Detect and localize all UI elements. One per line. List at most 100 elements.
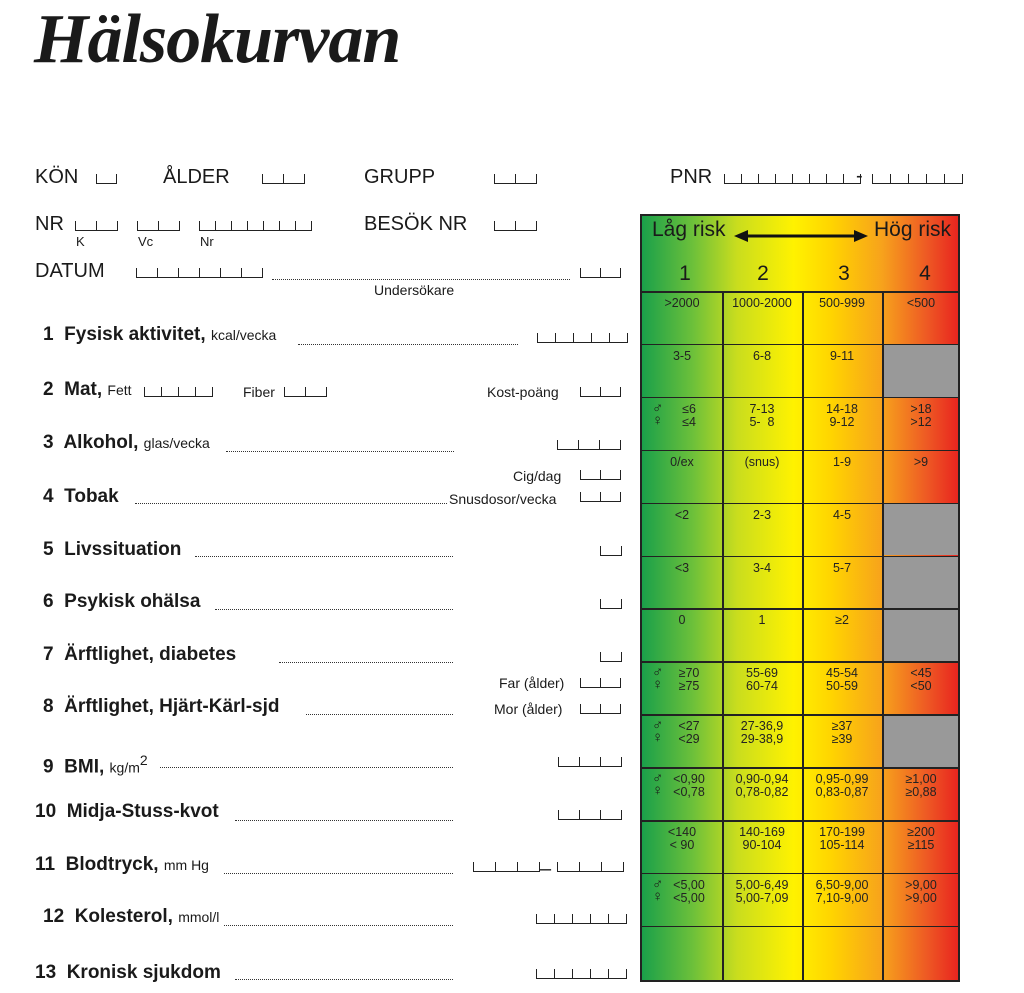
grid-cell-r10-c3: 0,95-0,99 0,83-0,87 [815, 772, 869, 800]
datum-label: DATUM [35, 260, 105, 282]
grid-cell-r10-c1: <0,90 <0,78 [673, 772, 705, 800]
grey-cell [882, 343, 958, 397]
far-field[interactable] [580, 678, 621, 688]
row-5-line[interactable] [195, 556, 453, 557]
grid-column-line [802, 291, 804, 980]
grid-cell-r2-c1: 3-5 [672, 348, 692, 363]
alder-label: ÅLDER [163, 166, 230, 188]
pnr-field-date[interactable] [724, 174, 861, 184]
mor-label: Mor (ålder) [494, 701, 563, 717]
cig-field[interactable] [580, 470, 621, 480]
grid-column-line [882, 291, 884, 980]
row-11-diastolic-field[interactable] [557, 862, 624, 872]
grid-row-line [642, 608, 958, 610]
row-13-field[interactable] [536, 969, 627, 979]
row-13-line[interactable] [235, 979, 453, 980]
fiber-field[interactable] [284, 387, 327, 397]
row-10-line[interactable] [235, 820, 453, 821]
grid-cell-r9-c2: 27-36,9 29-38,9 [740, 719, 784, 747]
row-5-field[interactable] [600, 546, 622, 556]
row-9-line[interactable] [160, 767, 453, 768]
besok-field[interactable] [494, 221, 537, 231]
grid-cell-r6-c3: 5-7 [832, 560, 852, 575]
male-icon: ♂ [652, 875, 664, 893]
grid-cell-r8-c2: 55-69 60-74 [746, 666, 778, 694]
row-2-label: 2 Mat, Fett [43, 378, 132, 402]
row-1-title: Fysisk aktivitet, [64, 324, 206, 345]
mor-field[interactable] [580, 704, 621, 714]
grid-cell-r5-c3: 4-5 [832, 507, 852, 522]
grid-cell-r3-c4: >18 >12 [910, 401, 932, 429]
row-6-line[interactable] [215, 609, 453, 610]
grey-cell [882, 555, 958, 609]
col-1-header: 1 [679, 262, 691, 285]
grupp-field[interactable] [494, 174, 537, 184]
row-7-field[interactable] [600, 652, 622, 662]
row-4-label: 4 Tobak [43, 485, 119, 509]
row-4-line[interactable] [135, 503, 447, 504]
snus-field[interactable] [580, 492, 621, 502]
grid-cell-r1-c4: <500 [906, 296, 936, 310]
grid-cell-r4-c3: 1-9 [832, 454, 852, 469]
grid-cell-r9-c1: <27 <29 [678, 719, 700, 747]
grid-cell-r11-c3: 170-199 105-114 [819, 825, 865, 852]
row-3-field[interactable] [557, 440, 621, 450]
row-9-label: 9 BMI, kg/m2 [43, 748, 148, 779]
row-7-number: 7 [43, 644, 54, 665]
row-12-label: 12 Kolesterol, mmol/l [43, 905, 219, 929]
kost-field[interactable] [580, 387, 621, 397]
grid-cell-r2-c3: 9-11 [829, 348, 855, 363]
row-9-field[interactable] [558, 757, 622, 767]
row-12-line[interactable] [224, 925, 453, 926]
nr-k-field[interactable] [75, 221, 118, 231]
row-12-field[interactable] [536, 914, 627, 924]
row-10-title: Midja-Stuss-kvot [66, 801, 219, 822]
male-icon: ♂ [652, 399, 664, 417]
row-1-field[interactable] [537, 333, 628, 343]
risk-arrow-icon [734, 230, 868, 242]
grid-header-line [642, 291, 958, 293]
datum-field[interactable] [136, 268, 263, 278]
pnr-field-num[interactable] [872, 174, 963, 184]
undersokare-field[interactable] [580, 268, 621, 278]
grid-cell-r4-c1: 0/ex [670, 454, 694, 469]
row-11-line[interactable] [224, 873, 453, 874]
col-4-header: 4 [919, 262, 931, 285]
row-7-title: Ärftlighet, diabetes [64, 644, 237, 665]
row-6-field[interactable] [600, 599, 622, 609]
alder-field[interactable] [262, 174, 305, 184]
row-5-number: 5 [43, 539, 54, 560]
grid-cell-r9-c3: ≥37 ≥39 [831, 719, 853, 747]
grid-cell-r11-c1: <140 < 90 [667, 825, 697, 852]
row-1-label: 1 Fysisk aktivitet, kcal/vecka [43, 323, 276, 347]
row-1-number: 1 [43, 324, 54, 345]
grid-cell-r12-c3: 6,50-9,00 7,10-9,00 [815, 877, 869, 905]
kon-field[interactable] [96, 174, 117, 184]
row-11-systolic-field[interactable] [473, 862, 540, 872]
grid-cell-r8-c1: ≥70 ≥75 [678, 666, 700, 694]
kon-label: KÖN [35, 166, 79, 188]
grid-cell-r11-c4: ≥200 ≥115 [907, 825, 935, 852]
pnr-dash: - [856, 165, 863, 187]
row-3-line[interactable] [226, 451, 454, 452]
nr-vc-field[interactable] [137, 221, 180, 231]
grid-row-line [642, 820, 958, 822]
row-8-title: Ärftlighet, Hjärt-Kärl-sjd [64, 696, 280, 717]
row-8-label: 8 Ärftlighet, Hjärt-Kärl-sjd [43, 695, 280, 719]
row-11-label: 11 Blodtryck, mm Hg [35, 853, 209, 877]
row-8-line[interactable] [306, 714, 453, 715]
low-risk-label: Låg risk [652, 218, 726, 241]
grid-row-line [642, 714, 958, 716]
row-6-number: 6 [43, 591, 54, 612]
fett-field[interactable] [144, 387, 213, 397]
grey-cell [882, 502, 958, 556]
grey-cell [882, 608, 958, 662]
cig-label: Cig/dag [513, 468, 562, 484]
row-7-line[interactable] [279, 662, 453, 663]
row-2-unit: Fett [107, 382, 132, 398]
row-10-number: 10 [35, 801, 57, 822]
undersokare-line[interactable] [272, 279, 570, 280]
nr-nr-field[interactable] [199, 221, 312, 231]
row-10-field[interactable] [558, 810, 622, 820]
row-1-line[interactable] [298, 344, 518, 345]
